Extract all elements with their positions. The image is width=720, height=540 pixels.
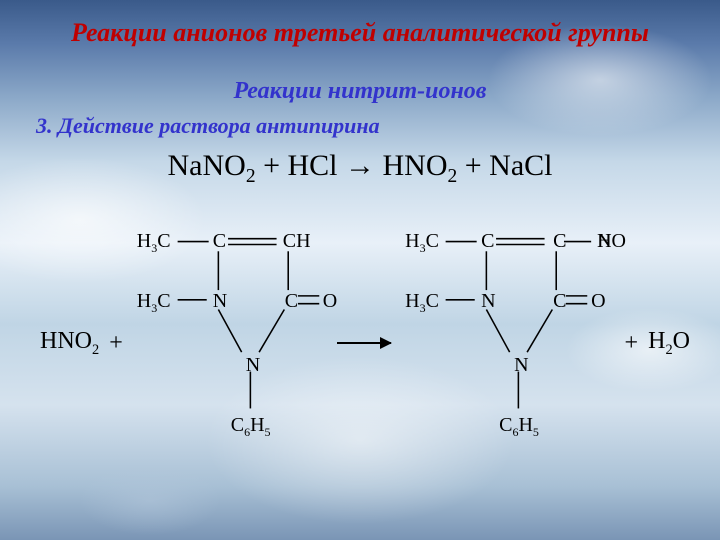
slide-content: Реакции анионов третьей аналитической гр…	[0, 0, 720, 458]
plus-left: +	[109, 330, 123, 357]
atom: H3C	[405, 230, 439, 256]
atom: N	[514, 354, 528, 377]
atom: O	[591, 290, 605, 313]
atom: C	[285, 290, 298, 313]
atom: C6H5	[231, 414, 271, 440]
atom: O	[323, 290, 337, 313]
atom: C	[481, 230, 494, 253]
bonds-left	[133, 228, 327, 451]
atom: C	[213, 230, 226, 253]
subtitle: Реакции нитрит-ионов	[30, 78, 690, 105]
atom: N	[246, 354, 260, 377]
atom: C6H5	[499, 414, 539, 440]
structure-nitroso: H3C C C H NO H3C N C O N C6H5	[401, 228, 614, 458]
reaction-scheme: HNO2 +	[30, 228, 690, 458]
atom: N	[213, 290, 227, 313]
right-product: H2O	[648, 328, 690, 359]
atom: H3C	[137, 230, 171, 256]
left-reagent: HNO2	[40, 328, 99, 359]
atom-no-label: NO	[597, 230, 626, 253]
main-title: Реакции анионов третьей аналитической гр…	[30, 18, 690, 48]
atom: N	[481, 290, 495, 313]
reaction-arrow	[337, 342, 391, 344]
equation-line: NaNO2 + HCl → HNO2 + NaCl	[30, 149, 690, 188]
section-heading: 3. Действие раствора антипирина	[30, 113, 690, 139]
atom: CH	[283, 230, 311, 253]
atom: H3C	[137, 290, 171, 316]
atom: C	[553, 230, 566, 253]
atom: C	[553, 290, 566, 313]
plus-right: +	[625, 330, 639, 357]
structure-antipyrine: H3C C CH H3C N C O N C6H5	[133, 228, 327, 458]
atom: H3C	[405, 290, 439, 316]
